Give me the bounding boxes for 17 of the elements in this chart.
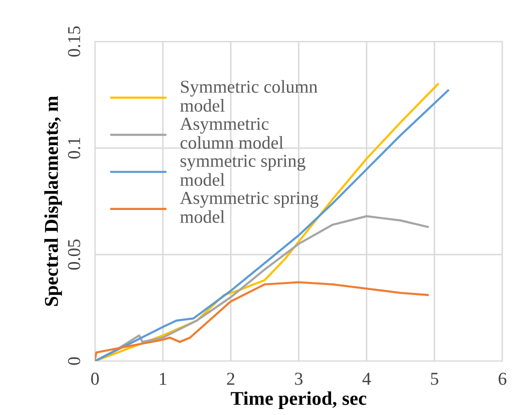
x-tick-label: 4 bbox=[362, 372, 371, 385]
legend-label: Asymmetric spring model bbox=[180, 192, 318, 223]
x-tick-label: 3 bbox=[295, 372, 302, 385]
x-tick-label: 1 bbox=[160, 372, 166, 385]
y-tick-label: 0.1 bbox=[68, 138, 80, 159]
y-tick-label: 0.15 bbox=[68, 26, 80, 57]
legend-label: Symmetric column model bbox=[180, 80, 318, 112]
line-series bbox=[94, 281, 429, 360]
x-tick-label: 2 bbox=[227, 372, 234, 385]
x-axis-title: Time period, sec bbox=[230, 391, 366, 409]
y-tick-label: 0.05 bbox=[68, 239, 80, 270]
y-tick-label: 0 bbox=[68, 357, 80, 365]
x-tick-label: 6 bbox=[498, 372, 506, 385]
x-tick-label: 5 bbox=[431, 372, 438, 385]
y-axis-title: Spectral Displacments, m bbox=[44, 96, 62, 306]
legend-label: symmetric spring model bbox=[180, 154, 306, 186]
x-tick-label: 0 bbox=[91, 372, 99, 385]
